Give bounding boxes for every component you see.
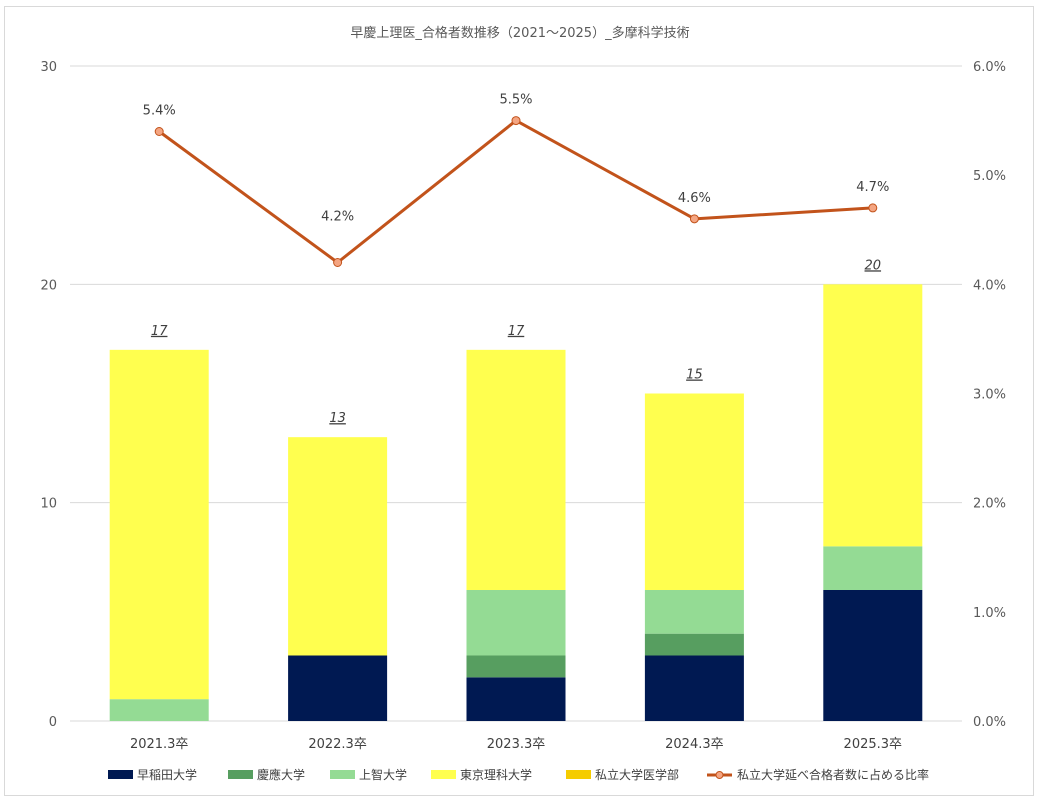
y-right-tick-label: 6.0% bbox=[973, 60, 1006, 75]
legend-marker bbox=[715, 771, 724, 779]
x-tick-label: 2025.3卒 bbox=[844, 737, 903, 752]
legend-swatch bbox=[330, 770, 355, 779]
legend-swatch bbox=[566, 770, 591, 779]
y-left-tick-label: 20 bbox=[40, 278, 57, 293]
bar-segment bbox=[823, 284, 923, 547]
y-left-tick-label: 10 bbox=[40, 497, 57, 512]
ratio-line bbox=[158, 119, 873, 264]
total-label: 17 bbox=[508, 324, 525, 339]
y-right-tick-label: 1.0% bbox=[973, 606, 1006, 621]
legend-swatch bbox=[431, 770, 456, 779]
bar-segment bbox=[823, 546, 923, 590]
bar-segment bbox=[466, 349, 566, 590]
total-label: 17 bbox=[151, 324, 168, 339]
x-tick-label: 2022.3卒 bbox=[308, 737, 367, 752]
ratio-point bbox=[868, 203, 878, 213]
total-label: 20 bbox=[865, 258, 882, 273]
legend-label: 私立大学延べ合格者数に占める比率 bbox=[737, 767, 929, 782]
total-label: 15 bbox=[686, 368, 703, 383]
legend-label: 慶應大学 bbox=[257, 767, 305, 782]
bar-segment bbox=[644, 633, 744, 656]
legend-label: 東京理科大学 bbox=[460, 767, 532, 782]
y-right-tick-label: 5.0% bbox=[973, 169, 1006, 184]
ratio-point bbox=[511, 116, 521, 126]
chart-title: 早慶上理医_合格者数推移（2021～2025）_多摩科学技術 bbox=[350, 25, 689, 41]
ratio-data-label: 4.7% bbox=[856, 180, 889, 195]
ratio-data-label: 4.2% bbox=[321, 210, 354, 225]
bar-segment bbox=[466, 590, 566, 656]
ratio-data-label: 5.4% bbox=[143, 104, 176, 119]
bar-segment bbox=[466, 655, 566, 678]
bar-segment bbox=[644, 393, 744, 590]
x-tick-label: 2024.3卒 bbox=[665, 737, 724, 752]
x-tick-label: 2021.3卒 bbox=[130, 737, 189, 752]
x-tick-label: 2023.3卒 bbox=[487, 737, 546, 752]
legend-label: 私立大学医学部 bbox=[595, 767, 679, 782]
legend-label: 上智大学 bbox=[359, 767, 407, 782]
ratio-data-label: 4.6% bbox=[678, 191, 711, 206]
legend-label: 早稲田大学 bbox=[137, 767, 197, 782]
bar-segment bbox=[109, 699, 209, 721]
bar-segment bbox=[823, 590, 923, 721]
y-left-tick-label: 0 bbox=[49, 715, 57, 730]
bar-segment bbox=[109, 349, 209, 700]
bar-segment bbox=[288, 655, 388, 721]
ratio-point bbox=[154, 127, 164, 136]
bar-segment bbox=[644, 655, 744, 721]
ratio-point bbox=[333, 258, 343, 267]
legend-swatch bbox=[108, 770, 133, 779]
bar-segment bbox=[288, 437, 388, 656]
ratio-point bbox=[689, 214, 699, 224]
y-left-tick-label: 30 bbox=[40, 60, 57, 75]
ratio-data-label: 5.5% bbox=[499, 93, 532, 108]
y-right-tick-label: 4.0% bbox=[973, 278, 1006, 293]
y-right-tick-label: 2.0% bbox=[973, 497, 1006, 512]
y-right-tick-label: 3.0% bbox=[973, 388, 1006, 403]
bar-segment bbox=[644, 590, 744, 634]
total-label: 13 bbox=[329, 411, 346, 426]
bar-segment bbox=[466, 677, 566, 721]
y-right-tick-label: 0.0% bbox=[973, 715, 1006, 730]
legend-swatch bbox=[228, 770, 253, 779]
